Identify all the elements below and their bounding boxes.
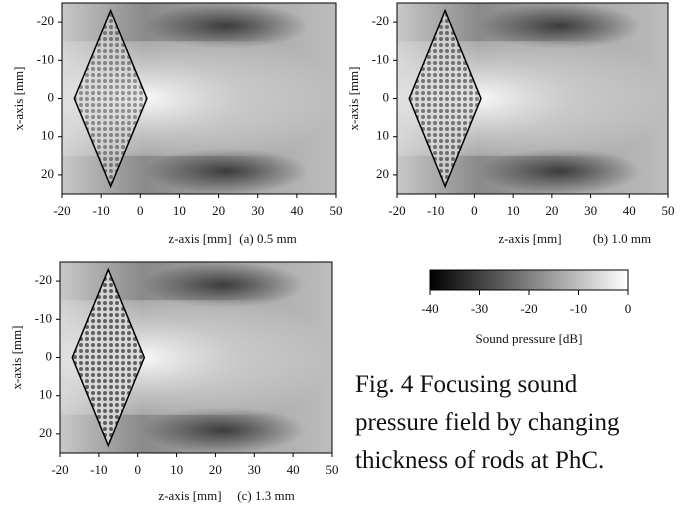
dark-lobe xyxy=(144,3,309,49)
y-axis-label: x-axis [mm] xyxy=(346,67,361,131)
y-tick-label: -20 xyxy=(372,13,389,28)
caption-line: thickness of rods at PhC. xyxy=(355,447,604,474)
x-tick-label: 20 xyxy=(209,462,222,477)
dark-lobe xyxy=(144,148,309,194)
y-axis-label: x-axis [mm] xyxy=(9,326,24,390)
x-tick-label: -10 xyxy=(92,203,109,218)
x-axis-label: z-axis [mm] xyxy=(498,231,561,246)
x-tick-label: 50 xyxy=(326,462,339,477)
x-tick-label: 0 xyxy=(137,203,144,218)
colorbar xyxy=(429,269,629,291)
x-tick-label: 50 xyxy=(662,203,675,218)
x-tick-label: 10 xyxy=(170,462,183,477)
x-axis-label: z-axis [mm] xyxy=(168,231,231,246)
y-tick-label: 10 xyxy=(41,128,54,143)
colorbar-tick-label: -20 xyxy=(520,301,537,316)
dark-lobe xyxy=(141,262,305,308)
dark-lobe xyxy=(478,3,641,49)
x-tick-label: 30 xyxy=(584,203,597,218)
caption-line: Fig. 4 Focusing sound xyxy=(355,371,578,398)
y-tick-label: -20 xyxy=(35,272,52,287)
panel-label: (a) 0.5 mm xyxy=(239,231,296,246)
x-tick-label: 10 xyxy=(173,203,186,218)
x-tick-label: 0 xyxy=(134,462,141,477)
x-tick-label: -20 xyxy=(388,203,405,218)
y-tick-label: 20 xyxy=(41,166,54,181)
panel-label: (b) 1.0 mm xyxy=(593,231,651,246)
x-tick-label: 50 xyxy=(330,203,343,218)
colorbar-tick-label: -30 xyxy=(471,301,488,316)
y-tick-label: -10 xyxy=(37,51,54,66)
panel-label: (c) 1.3 mm xyxy=(237,488,294,503)
caption-line: pressure field by changing xyxy=(355,409,620,436)
x-tick-label: 20 xyxy=(212,203,225,218)
x-tick-label: 40 xyxy=(287,462,300,477)
x-tick-label: 30 xyxy=(248,462,261,477)
y-tick-label: 10 xyxy=(376,128,389,143)
x-tick-label: 30 xyxy=(251,203,264,218)
y-tick-label: -10 xyxy=(372,51,389,66)
x-axis-label: z-axis [mm] xyxy=(158,488,221,503)
y-tick-label: 10 xyxy=(39,387,52,402)
x-tick-label: -10 xyxy=(427,203,444,218)
x-tick-label: 0 xyxy=(471,203,478,218)
phc-region xyxy=(408,8,482,189)
y-tick-label: -20 xyxy=(37,13,54,28)
y-tick-label: 0 xyxy=(48,89,55,104)
phc-region xyxy=(73,8,148,189)
x-tick-label: -10 xyxy=(90,462,107,477)
colorbar-tick-label: -10 xyxy=(570,301,587,316)
y-tick-label: -10 xyxy=(35,310,52,325)
x-tick-label: 20 xyxy=(545,203,558,218)
x-tick-label: -20 xyxy=(51,462,68,477)
dark-lobe xyxy=(141,407,305,453)
y-tick-label: 20 xyxy=(39,425,52,440)
colorbar-tick-label: 0 xyxy=(625,301,632,316)
dark-lobe xyxy=(478,148,641,194)
y-axis-label: x-axis [mm] xyxy=(11,67,26,131)
phc-region xyxy=(71,267,146,448)
y-tick-label: 20 xyxy=(376,166,389,181)
x-tick-label: -20 xyxy=(53,203,70,218)
x-tick-label: 40 xyxy=(290,203,303,218)
x-tick-label: 40 xyxy=(623,203,636,218)
y-tick-label: 0 xyxy=(46,348,53,363)
y-tick-label: 0 xyxy=(383,89,390,104)
colorbar-label: Sound pressure [dB] xyxy=(476,331,583,346)
x-tick-label: 10 xyxy=(507,203,520,218)
colorbar-tick-label: -40 xyxy=(421,301,438,316)
